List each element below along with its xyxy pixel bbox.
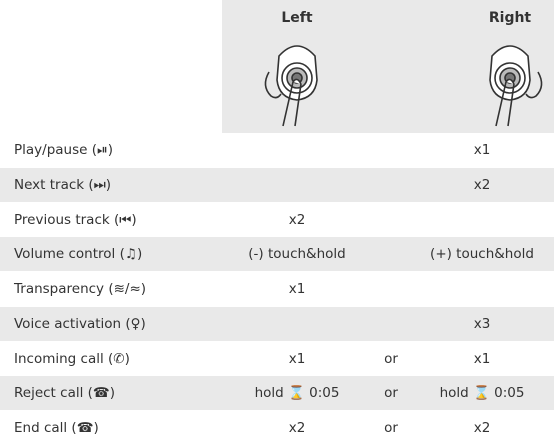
row-label: Incoming call (✆)	[14, 350, 130, 367]
header-left: Left	[281, 10, 313, 26]
table-row: Voice activation (♀) x3	[0, 306, 554, 341]
table-row: Transparency (≋/≈) x1	[0, 272, 554, 306]
right-cell: x1	[473, 350, 491, 367]
table-row: Incoming call (✆) x1 or x1	[0, 342, 554, 376]
left-cell: x2	[288, 420, 306, 437]
table-row: End call (☎) x2 or x2	[0, 411, 554, 445]
table-row: Previous track (⏮) x2	[0, 203, 554, 237]
left-cell: x1	[288, 350, 306, 367]
row-label: End call (☎)	[14, 420, 99, 437]
right-earbud-icon	[489, 45, 543, 127]
table-row: Reject call (☎) hold ⌛ 0:05 or hold ⌛ 0:05	[0, 376, 554, 411]
left-earbud-icon	[264, 45, 318, 127]
row-label: Transparency (≋/≈)	[14, 281, 147, 298]
row-label: Previous track (⏮)	[14, 211, 137, 228]
or-cell: or	[384, 385, 398, 402]
right-cell: x3	[473, 315, 491, 332]
right-cell: x2	[473, 176, 491, 193]
right-cell: x1	[473, 142, 491, 158]
left-cell: (-) touch&hold	[248, 246, 346, 263]
row-label: Next track (⏭)	[14, 176, 112, 193]
table-row: Volume control (♫) (-) touch&hold (+) touc…	[0, 237, 554, 272]
right-cell: (+) touch&hold	[430, 246, 534, 263]
left-cell: hold ⌛ 0:05	[254, 385, 340, 402]
or-cell: or	[384, 350, 398, 367]
row-label: Voice activation (♀)	[14, 315, 146, 332]
table-row: Play/pause (⏯) x1	[0, 133, 554, 167]
row-label: Reject call (☎)	[14, 385, 115, 402]
or-cell: or	[384, 420, 398, 437]
right-cell: x2	[473, 420, 491, 437]
left-cell: x2	[288, 211, 306, 228]
right-cell: hold ⌛ 0:05	[439, 385, 525, 402]
row-label: Volume control (♫)	[14, 246, 143, 263]
header-right: Right	[488, 10, 532, 26]
left-cell: x1	[288, 281, 306, 298]
table-row: Next track (⏭) x2	[0, 167, 554, 202]
row-label: Play/pause (⏯)	[14, 142, 114, 158]
